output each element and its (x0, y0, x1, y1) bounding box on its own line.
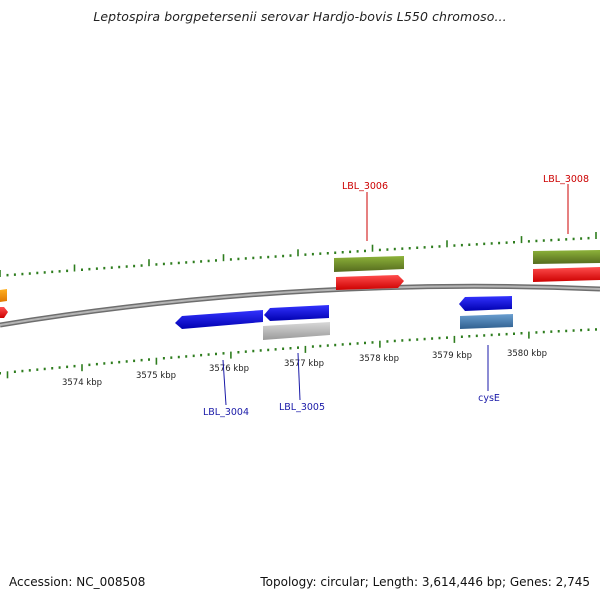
gene-label-LBL_3005[interactable]: LBL_3005 (279, 402, 325, 413)
ruler-label: 3577 kbp (284, 359, 324, 369)
gene-label-cysE[interactable]: cysE (478, 393, 500, 404)
genome-summary-text: Topology: circular; Length: 3,614,446 bp… (260, 575, 590, 589)
upper-tick-row (0, 232, 597, 277)
gene-feature-cysE[interactable] (460, 314, 513, 329)
label-leader-line (297, 352, 301, 401)
ruler-label: 3580 kbp (507, 349, 547, 359)
cds-feature-LBL_3004[interactable] (175, 310, 263, 329)
cds-feature-red-partial[interactable] (0, 307, 8, 318)
ruler-label: 3575 kbp (136, 371, 176, 381)
label-leader-line (222, 359, 227, 406)
gene-feature-LBL_3005[interactable] (263, 322, 330, 340)
gene-feature-LBL_3006[interactable] (334, 256, 404, 272)
ruler-label: 3579 kbp (432, 351, 472, 361)
lower-tick-row (0, 328, 597, 379)
cds-feature-LBL_3006[interactable] (336, 275, 404, 290)
gene-label-LBL_3008[interactable]: LBL_3008 (543, 174, 589, 185)
cds-feature-cysE[interactable] (459, 296, 512, 311)
ruler-label: 3574 kbp (62, 378, 102, 388)
accession-text: Accession: NC_008508 (9, 575, 146, 589)
gene-label-LBL_3004[interactable]: LBL_3004 (203, 407, 249, 418)
ruler-label: 3578 kbp (359, 354, 399, 364)
map-title: Leptospira borgpetersenii serovar Hardjo… (93, 9, 507, 24)
gene-feature-LBL_3008[interactable] (533, 250, 600, 264)
ruler-label: 3576 kbp (209, 364, 249, 374)
gene-label-LBL_3006[interactable]: LBL_3006 (342, 181, 388, 192)
cds-feature-orange[interactable] (0, 289, 7, 302)
cds-feature-LBL_3008[interactable] (533, 267, 600, 282)
cds-feature-LBL_3005[interactable] (264, 305, 329, 321)
